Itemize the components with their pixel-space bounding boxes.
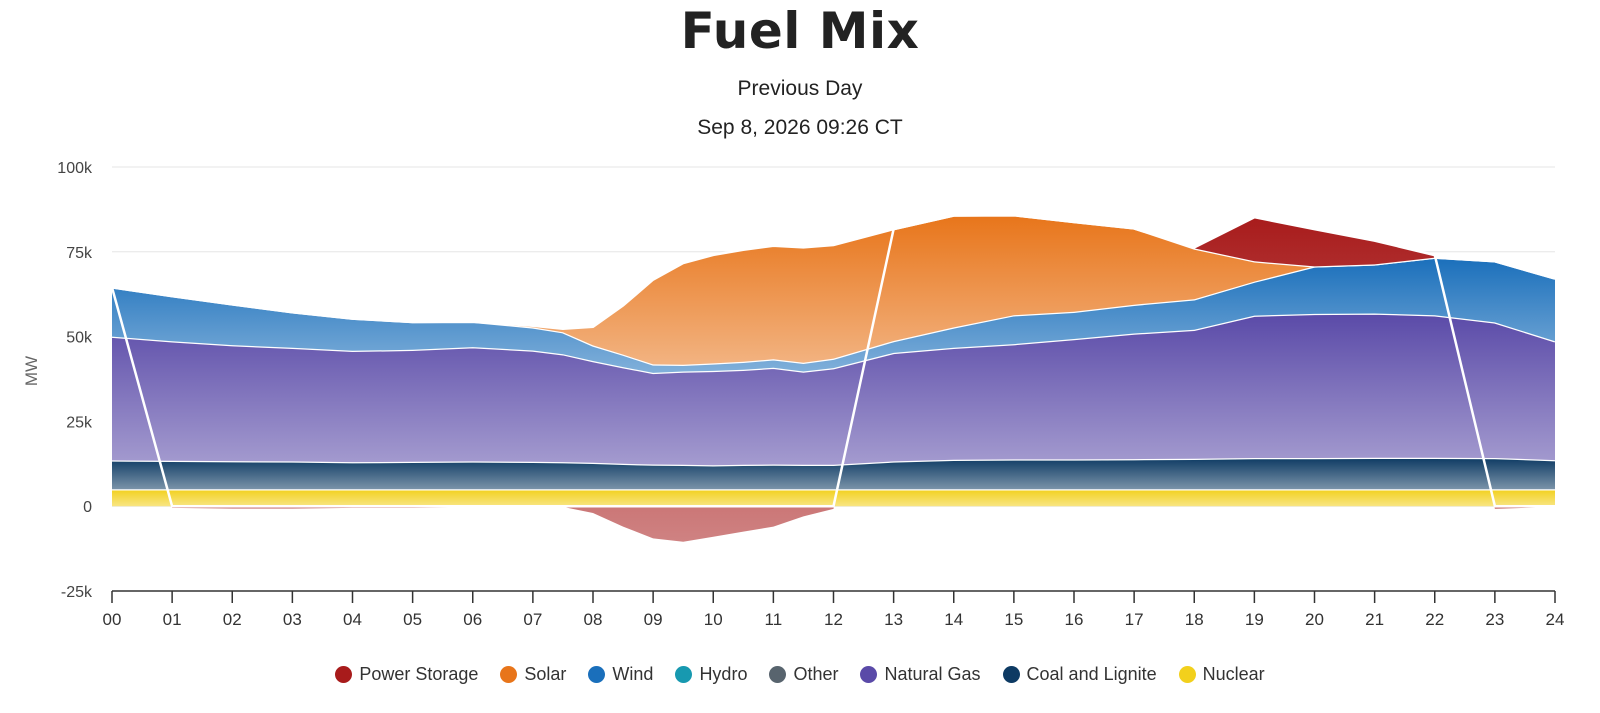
legend-label: Natural Gas — [884, 664, 981, 684]
legend-label: Solar — [524, 664, 567, 684]
x-tick-label: 16 — [1065, 610, 1084, 629]
legend-item-solar[interactable]: Solar — [500, 664, 566, 685]
legend-item-wind[interactable]: Wind — [588, 664, 653, 685]
legend-item-natural-gas[interactable]: Natural Gas — [860, 664, 981, 685]
x-tick-label: 13 — [884, 610, 903, 629]
x-tick-label: 07 — [523, 610, 542, 629]
x-tick-label: 21 — [1365, 610, 1384, 629]
legend-label: Power Storage — [359, 664, 479, 684]
legend-swatch — [675, 666, 693, 683]
legend-item-coal-and-lignite[interactable]: Coal and Lignite — [1002, 664, 1157, 685]
y-axis-label: MW — [22, 356, 41, 386]
x-tick-label: 20 — [1305, 610, 1324, 629]
area-coal-and-lignite[interactable] — [112, 457, 1555, 490]
legend-swatch — [335, 666, 353, 683]
x-tick-label: 22 — [1425, 610, 1444, 629]
legend-label: Wind — [612, 664, 654, 684]
x-tick-label: 15 — [1004, 610, 1023, 629]
x-tick-label: 08 — [584, 610, 603, 629]
legend-item-hydro[interactable]: Hydro — [675, 664, 747, 685]
legend-swatch — [1178, 666, 1196, 683]
legend-swatch — [500, 666, 518, 683]
y-tick-label: 25k — [66, 414, 93, 431]
legend-swatch — [769, 666, 787, 683]
x-tick-label: 02 — [223, 610, 242, 629]
legend-item-power-storage[interactable]: Power Storage — [335, 664, 478, 685]
series-line-solar — [111, 213, 1556, 331]
y-tick-label: 50k — [66, 330, 93, 347]
legend-label: Coal and Lignite — [1026, 664, 1157, 684]
x-tick-label: 03 — [283, 610, 302, 629]
legend-swatch — [1002, 666, 1020, 683]
legend-label: Other — [793, 664, 839, 684]
legend-label: Nuclear — [1202, 664, 1265, 684]
x-tick-label: 06 — [463, 610, 482, 629]
x-tick-label: 17 — [1125, 610, 1144, 629]
legend-swatch — [588, 666, 606, 683]
x-tick-label: 12 — [824, 610, 843, 629]
y-tick-label: 75k — [66, 245, 93, 262]
legend-label: Hydro — [699, 664, 748, 684]
series-line-power-storage — [110, 213, 1555, 508]
chart-timestamp: Sep 8, 2026 09:26 CT — [697, 116, 903, 139]
y-tick-label: -25k — [61, 584, 93, 601]
x-tick-label: 11 — [765, 610, 783, 629]
area-natural-gas[interactable] — [112, 313, 1555, 466]
x-tick-label: 04 — [343, 610, 362, 629]
legend: Power Storage Solar Wind Hydro Other Natural … — [0, 664, 1600, 685]
x-tick-label: 14 — [944, 610, 963, 629]
x-tick-label: 19 — [1245, 610, 1264, 629]
y-tick-label: 100k — [57, 160, 93, 177]
chart-title: Fuel Mix — [680, 2, 920, 60]
chart-subtitle: Previous Day — [737, 77, 863, 100]
x-tick-label: 05 — [403, 610, 422, 629]
area-wind[interactable] — [112, 257, 1555, 373]
area-nuclear[interactable] — [112, 489, 1555, 507]
x-tick-label: 18 — [1185, 610, 1204, 629]
legend-swatch — [860, 666, 878, 683]
y-tick-label: 0 — [83, 499, 92, 516]
area-solar[interactable] — [112, 215, 1555, 365]
x-tick-label: 09 — [644, 610, 663, 629]
x-tick-label: 00 — [103, 610, 122, 629]
x-tick-label: 23 — [1485, 610, 1504, 629]
x-tick-label: 01 — [163, 610, 182, 629]
x-tick-label: 10 — [704, 610, 723, 629]
legend-item-nuclear[interactable]: Nuclear — [1178, 664, 1265, 685]
legend-item-other[interactable]: Other — [769, 664, 838, 685]
x-tick-label: 24 — [1546, 610, 1565, 629]
